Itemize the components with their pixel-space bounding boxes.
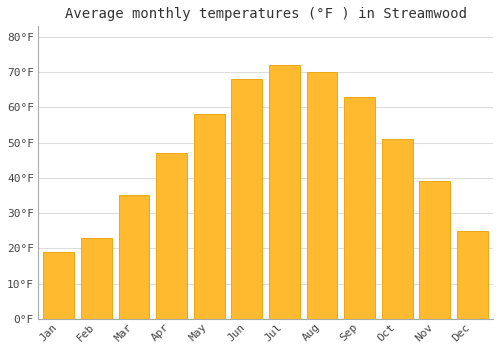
Bar bbox=[156, 153, 187, 319]
Bar bbox=[344, 97, 375, 319]
Bar bbox=[306, 72, 338, 319]
Bar bbox=[232, 79, 262, 319]
Bar bbox=[118, 196, 150, 319]
Bar bbox=[420, 181, 450, 319]
Bar bbox=[194, 114, 224, 319]
Title: Average monthly temperatures (°F ) in Streamwood: Average monthly temperatures (°F ) in St… bbox=[64, 7, 466, 21]
Bar bbox=[81, 238, 112, 319]
Bar bbox=[382, 139, 412, 319]
Bar bbox=[44, 252, 74, 319]
Bar bbox=[269, 65, 300, 319]
Bar bbox=[457, 231, 488, 319]
